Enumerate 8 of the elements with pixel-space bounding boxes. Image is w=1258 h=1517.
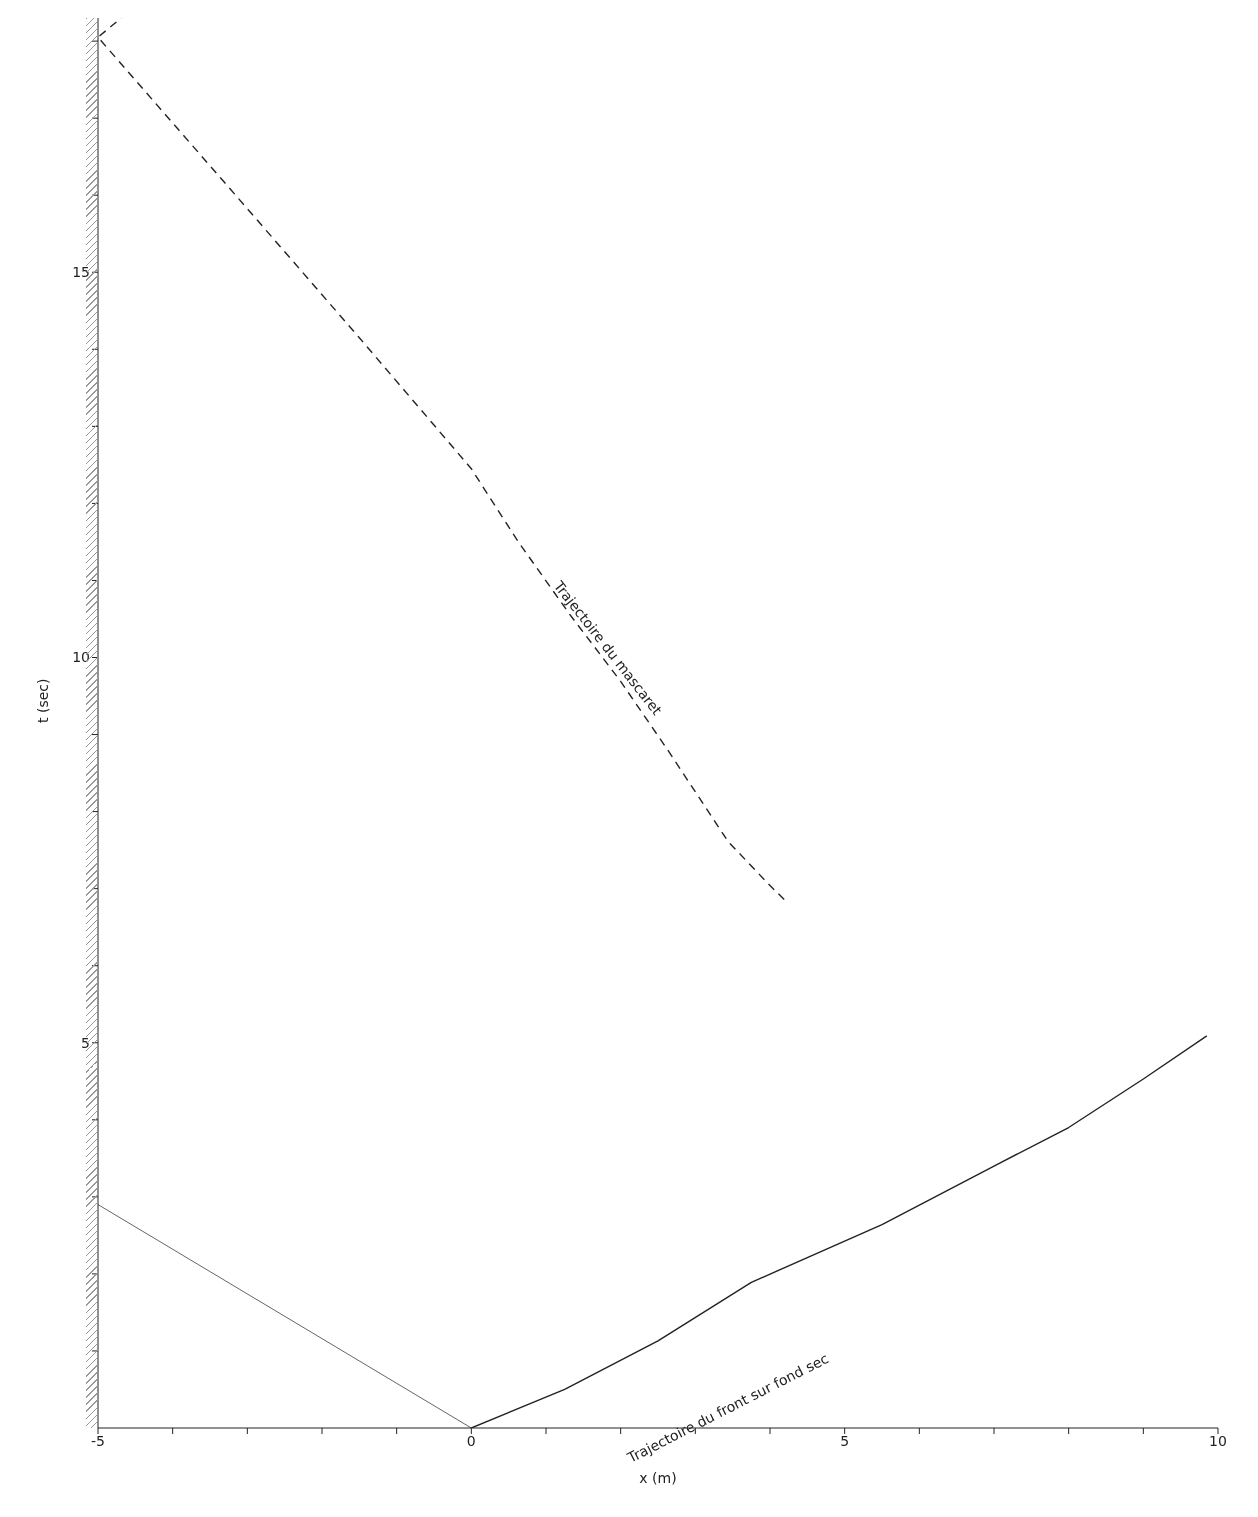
x-axis-title: x (m) xyxy=(639,1470,677,1486)
x-tick-label: 0 xyxy=(466,1432,476,1449)
y-axis-title: t (sec) xyxy=(34,678,51,723)
x-tick-label: 5 xyxy=(840,1432,850,1449)
x-tick-label: 10 xyxy=(1209,1432,1227,1449)
x-tick-label: -5 xyxy=(91,1432,105,1449)
y-tick-label: 5 xyxy=(81,1034,90,1051)
y-tick-label: 15 xyxy=(72,264,90,281)
